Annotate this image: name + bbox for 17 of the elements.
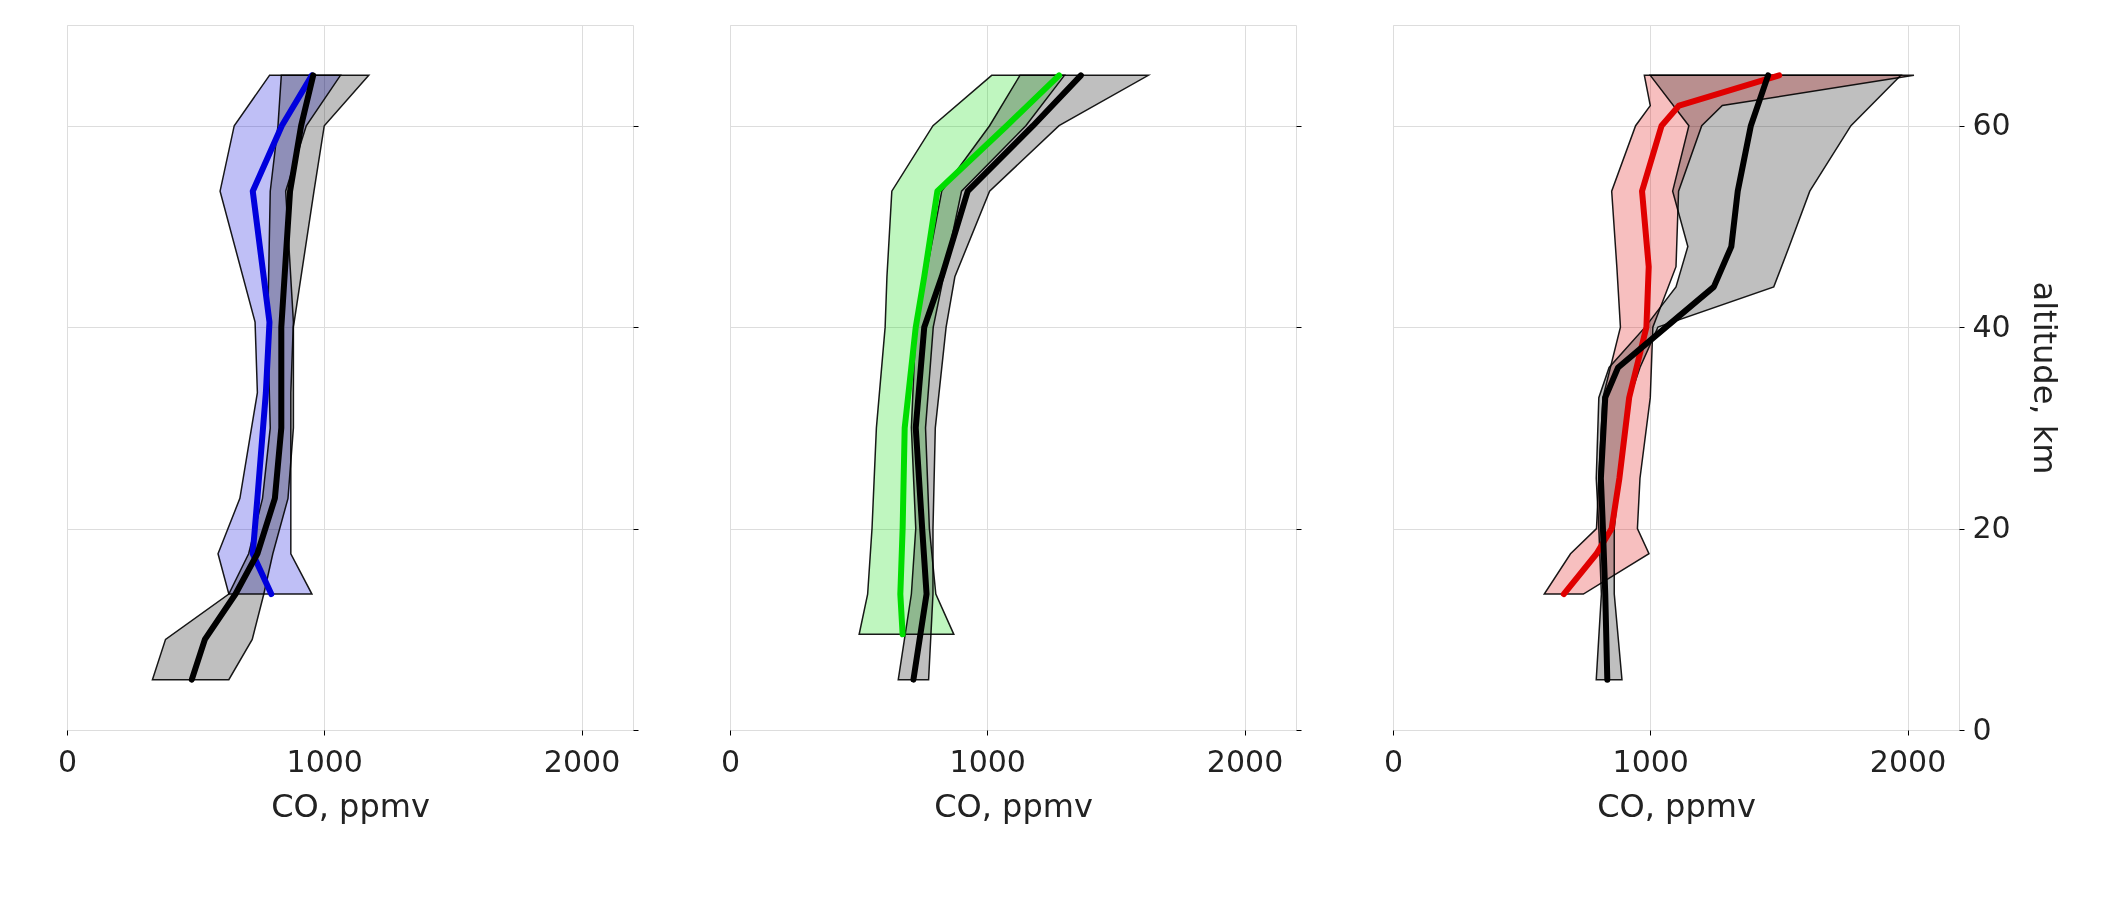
x-tick-label: 2000 [1206, 743, 1284, 779]
x-axis-title: CO, ppmv [934, 786, 1093, 825]
x-axis-title: CO, ppmv [1597, 786, 1756, 825]
x-tick-label: 0 [1383, 743, 1404, 779]
x-tick-label: 2000 [543, 743, 621, 779]
y-tick-label: 60 [1972, 107, 2011, 143]
y-tick-label: 0 [1972, 711, 1992, 747]
x-tick-label: 0 [57, 743, 78, 779]
x-tick-label: 1000 [949, 743, 1026, 779]
x-tick-label: 1000 [286, 743, 363, 779]
x-tick-label: 1000 [1612, 743, 1689, 779]
y-tick-label: 20 [1972, 510, 2011, 546]
x-axis-title: CO, ppmv [271, 786, 430, 825]
y-axis-title: altitude, km [2025, 281, 2064, 475]
y-tick-label: 40 [1972, 308, 2011, 344]
x-tick-label: 2000 [1869, 743, 1947, 779]
x-tick-label: 0 [720, 743, 741, 779]
